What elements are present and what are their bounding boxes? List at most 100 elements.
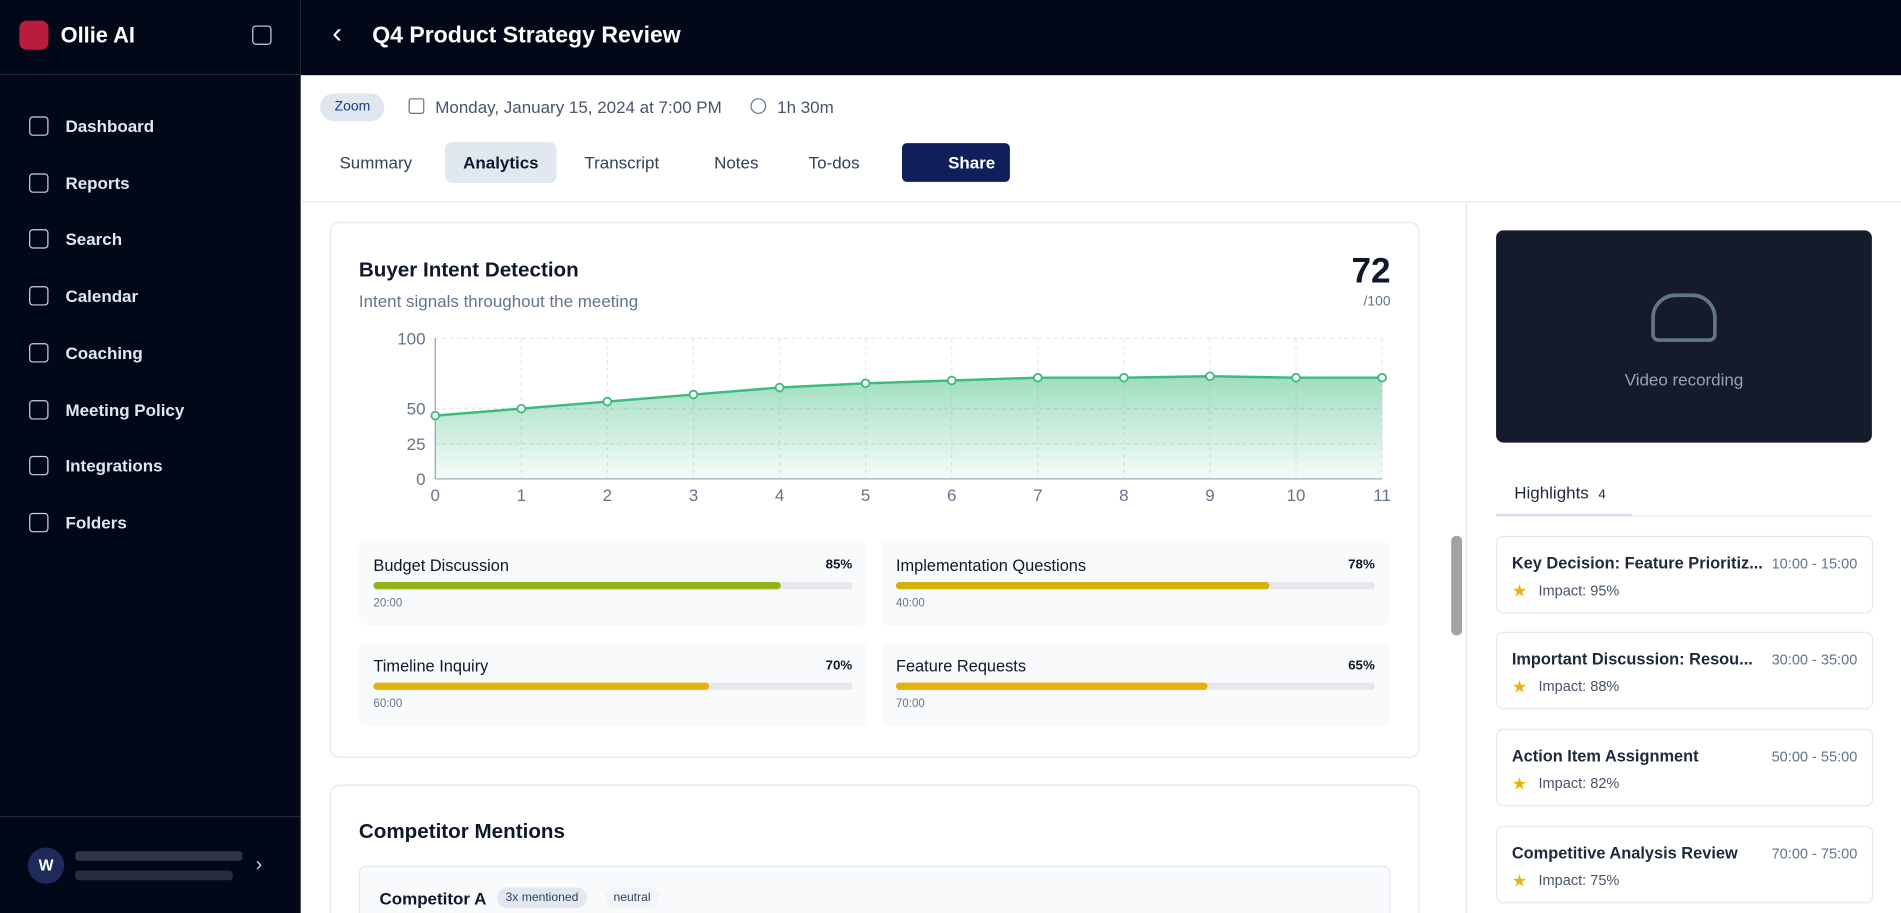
highlights-title: Highlights xyxy=(1514,482,1589,502)
x-tick-label: 0 xyxy=(431,486,440,505)
star-icon: ★ xyxy=(1511,773,1528,793)
metric-card: Timeline Inquiry 70% 60:00 xyxy=(358,641,867,727)
highlight-time: 30:00 - 35:00 xyxy=(1769,651,1858,669)
nav-icon xyxy=(29,512,49,533)
nav-item[interactable]: Dashboard xyxy=(29,116,155,136)
sidebar: Ollie AI W › xyxy=(0,0,301,913)
highlight-impact: Impact: 82% xyxy=(1538,774,1620,792)
nav-icon xyxy=(29,400,49,420)
point xyxy=(1205,371,1215,382)
line xyxy=(435,375,1383,417)
highlight-title: Competitive Analysis Review xyxy=(1511,843,1738,863)
highlights-tab[interactable]: Highlights 4 xyxy=(1514,483,1606,502)
nav-item[interactable]: Folders xyxy=(29,512,127,533)
metric-percent: 78% xyxy=(1348,557,1375,573)
share-button[interactable]: Share xyxy=(902,143,1010,182)
tab[interactable]: Notes xyxy=(714,152,759,173)
scrollbar[interactable] xyxy=(1451,535,1463,636)
tab[interactable]: Summary xyxy=(339,152,413,173)
y-tick-label: 25 xyxy=(407,435,426,454)
mentions-badge: 3x mentioned xyxy=(497,887,587,909)
avatar[interactable]: W xyxy=(27,847,65,884)
nav-item[interactable]: Integrations xyxy=(29,455,163,476)
point xyxy=(1119,372,1129,383)
area xyxy=(435,376,1383,479)
nav-item[interactable]: Reports xyxy=(29,173,130,193)
nav-item[interactable]: Coaching xyxy=(29,343,143,363)
x-tick-label: 3 xyxy=(689,486,698,505)
metric-time: 60:00 xyxy=(373,697,403,711)
metric-time: 70:00 xyxy=(895,697,925,711)
metric-track xyxy=(373,682,853,690)
nav-item[interactable]: Calendar xyxy=(29,286,138,306)
video-player[interactable]: Video recording xyxy=(1496,230,1872,443)
nav-label: Coaching xyxy=(65,343,143,363)
star-icon: ★ xyxy=(1511,676,1528,696)
y-tick-label: 50 xyxy=(407,400,426,419)
nav-label: Dashboard xyxy=(65,116,155,136)
star-icon: ★ xyxy=(1511,580,1528,601)
nav-label: Reports xyxy=(65,173,130,193)
highlight-item[interactable]: Important Discussion: Resou... 30:00 - 35… xyxy=(1496,631,1874,710)
metric-card: Implementation Questions 78% 40:00 xyxy=(881,540,1390,626)
metric-track xyxy=(373,582,853,590)
highlight-title: Action Item Assignment xyxy=(1511,746,1699,766)
collapse-button[interactable] xyxy=(252,25,272,45)
sentiment-badge: neutral xyxy=(604,887,660,909)
competitor-item: Competitor A 3x mentioned neutral xyxy=(358,865,1391,913)
nav-label: Folders xyxy=(65,512,127,533)
point xyxy=(1032,372,1043,383)
x-tick-label: 1 xyxy=(517,486,526,505)
nav-icon xyxy=(29,173,49,193)
x-tick-label: 9 xyxy=(1205,486,1214,505)
user-menu[interactable]: › xyxy=(255,854,263,876)
nav-label: Integrations xyxy=(65,455,163,476)
y-tick-label: 100 xyxy=(397,329,425,348)
metric-time: 40:00 xyxy=(895,596,925,610)
x-tick-label: 8 xyxy=(1119,486,1128,505)
card-subtitle: Intent signals throughout the meeting xyxy=(358,291,639,311)
header-bar: ‹ Q4 Product Strategy Review xyxy=(300,0,1901,76)
metric-percent: 85% xyxy=(825,557,853,573)
logo xyxy=(19,20,49,50)
x-tick-label: 2 xyxy=(603,486,612,505)
tab[interactable]: Transcript xyxy=(584,152,660,173)
point xyxy=(602,396,613,407)
highlight-item[interactable]: Key Decision: Feature Prioritiz... 10:00 … xyxy=(1496,535,1874,614)
nav-icon xyxy=(29,455,49,476)
highlight-item[interactable]: Action Item Assignment 50:00 - 55:00 ★ Impa… xyxy=(1496,728,1874,807)
nav-icon xyxy=(29,343,49,363)
calendar-icon xyxy=(408,98,425,114)
highlight-impact: Impact: 95% xyxy=(1538,582,1620,599)
score-max: /100 xyxy=(1363,294,1391,310)
back-button[interactable]: ‹ xyxy=(332,16,342,50)
point xyxy=(774,382,785,393)
x-tick-label: 11 xyxy=(1373,486,1391,505)
x-tick-label: 6 xyxy=(947,486,956,505)
metric-bar xyxy=(373,582,781,590)
highlight-item[interactable]: Competitive Analysis Review 70:00 - 75:00… xyxy=(1496,825,1874,904)
tab[interactable]: To-dos xyxy=(808,152,860,173)
competitor-card: Competitor Mentions Competitor A 3x ment… xyxy=(329,784,1420,913)
nav-icon xyxy=(29,116,49,136)
metric-track xyxy=(895,582,1375,590)
metric-bar xyxy=(895,682,1208,690)
intent-score: 72 xyxy=(1351,252,1391,291)
metric-time: 20:00 xyxy=(373,596,403,610)
highlight-impact: Impact: 75% xyxy=(1538,871,1620,889)
video-label: Video recording xyxy=(1624,369,1744,390)
metric-card: Feature Requests 65% 70:00 xyxy=(881,641,1390,727)
point xyxy=(946,375,957,386)
nav-item[interactable]: Search xyxy=(29,229,122,249)
metric-percent: 70% xyxy=(825,658,853,673)
point xyxy=(688,389,699,400)
nav-item[interactable]: Meeting Policy xyxy=(29,400,184,420)
competitor-name: Competitor A xyxy=(379,888,487,909)
metric-card: Budget Discussion 85% 20:00 xyxy=(358,540,867,626)
tab[interactable]: Analytics xyxy=(444,141,557,184)
user-email xyxy=(75,851,243,861)
metric-name: Implementation Questions xyxy=(895,556,1087,575)
